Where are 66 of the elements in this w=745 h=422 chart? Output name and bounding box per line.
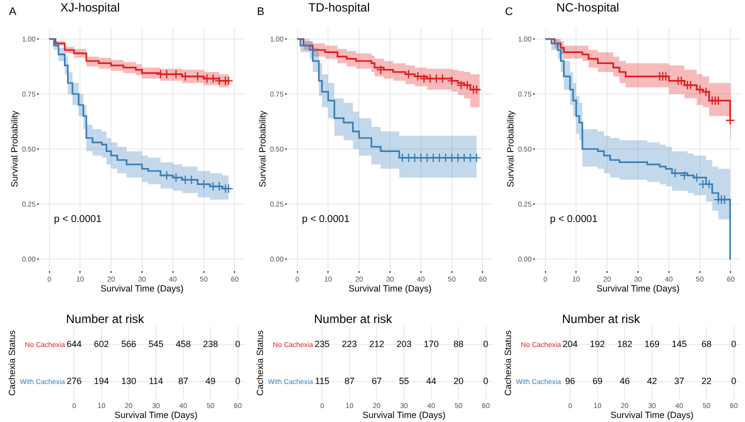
data-label: 192 bbox=[590, 338, 605, 349]
data-label: 96 bbox=[565, 376, 576, 386]
data-label: 170 bbox=[424, 338, 439, 349]
text: A bbox=[9, 6, 17, 18]
y-axis-title: Survival Probability bbox=[257, 110, 268, 188]
data-label: 566 bbox=[121, 338, 136, 349]
data-label: 238 bbox=[203, 338, 218, 349]
annotation: p < 0.0001 bbox=[550, 214, 598, 225]
x-axis-title: Survival Time (Days) bbox=[362, 410, 446, 420]
data-label: 87 bbox=[344, 376, 354, 386]
data-label: 0 bbox=[235, 338, 240, 349]
x-axis-title: Survival Time (Days) bbox=[100, 283, 184, 294]
data-label: 182 bbox=[617, 338, 632, 349]
y-axis-title: Cachexia Status bbox=[503, 330, 514, 396]
chart-title: Number at risk bbox=[66, 312, 146, 326]
chart-title: Number at risk bbox=[562, 312, 642, 326]
data-label: 194 bbox=[94, 376, 109, 386]
data-label: 602 bbox=[94, 338, 109, 349]
data-label: 42 bbox=[646, 376, 658, 386]
data-label: 68 bbox=[702, 338, 712, 349]
chart-title: Number at risk bbox=[314, 312, 394, 326]
text: B bbox=[257, 6, 264, 18]
data-label: 130 bbox=[121, 376, 136, 386]
y-axis-title: Survival Probability bbox=[505, 110, 516, 188]
data-label: 276 bbox=[66, 376, 82, 386]
text: C bbox=[505, 6, 513, 18]
y-axis-title: Survival Probability bbox=[9, 110, 20, 188]
x-axis-title: Survival Time (Days) bbox=[596, 283, 680, 294]
data-label: 0 bbox=[483, 376, 488, 386]
x-axis-title: Survival Time (Days) bbox=[610, 410, 694, 420]
data-label: 235 bbox=[314, 338, 330, 349]
data-label: 0 bbox=[235, 376, 240, 386]
data-label: 458 bbox=[176, 338, 191, 349]
data-label: 169 bbox=[644, 338, 660, 349]
data-label: 69 bbox=[592, 376, 602, 386]
data-label: 204 bbox=[562, 338, 578, 349]
y-axis-title: Cachexia Status bbox=[255, 330, 266, 396]
data-label: 46 bbox=[620, 376, 630, 386]
chart-title: XJ-hospital bbox=[60, 0, 120, 14]
chart-title: NC-hospital bbox=[556, 0, 620, 14]
data-label: 545 bbox=[148, 338, 164, 349]
data-label: 37 bbox=[674, 376, 684, 386]
data-label: 88 bbox=[454, 338, 464, 349]
chart-title: TD-hospital bbox=[308, 0, 370, 14]
data-label: 67 bbox=[372, 376, 382, 386]
data-label: 22 bbox=[702, 376, 712, 386]
data-label: 203 bbox=[396, 338, 412, 349]
data-label: 87 bbox=[178, 376, 188, 386]
data-label: 55 bbox=[398, 376, 410, 386]
data-label: 20 bbox=[454, 376, 464, 386]
data-label: 49 bbox=[206, 376, 216, 386]
data-label: 0 bbox=[731, 338, 736, 349]
data-label: 115 bbox=[315, 376, 330, 386]
data-label: 0 bbox=[731, 376, 736, 386]
data-label: 44 bbox=[426, 376, 436, 386]
data-label: 223 bbox=[342, 338, 357, 349]
data-label: 114 bbox=[148, 376, 164, 386]
y-axis-title: Cachexia Status bbox=[7, 330, 18, 396]
annotation: p < 0.0001 bbox=[54, 214, 102, 225]
data-label: 145 bbox=[672, 338, 687, 349]
data-label: 644 bbox=[66, 338, 82, 349]
data-label: 0 bbox=[483, 338, 488, 349]
x-axis-title: Survival Time (Days) bbox=[348, 283, 432, 294]
x-axis-title: Survival Time (Days) bbox=[114, 410, 198, 420]
annotation: p < 0.0001 bbox=[302, 214, 350, 225]
data-label: 212 bbox=[369, 338, 384, 349]
